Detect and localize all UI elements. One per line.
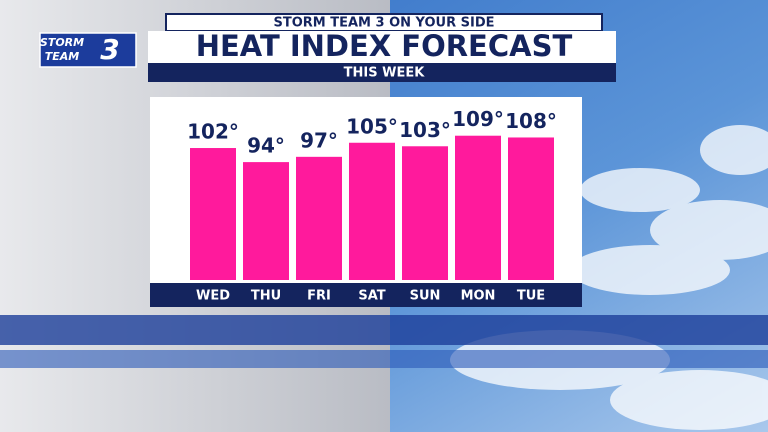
x-tick-label: WED (196, 289, 230, 304)
x-tick-label: SAT (358, 289, 385, 304)
logo-number: 3 (100, 33, 119, 66)
value-label: 94° (247, 134, 285, 158)
x-tick-label: FRI (307, 289, 331, 304)
value-label: 109° (452, 107, 504, 131)
bar (349, 142, 395, 280)
logo-text: STORM (40, 36, 84, 49)
value-label: 97° (300, 128, 338, 152)
lower-band (0, 350, 768, 368)
lower-band (0, 315, 768, 345)
x-tick-label: MON (461, 289, 496, 304)
bar (455, 135, 501, 280)
logo-text: TEAM (45, 50, 80, 63)
logo-box (39, 32, 137, 68)
banner: STORM TEAM 3 ON YOUR SIDE (273, 16, 494, 31)
x-tick-label: SUN (410, 289, 441, 304)
subtitle-box (148, 63, 616, 82)
chart-title: HEAT INDEX FORECAST (196, 29, 573, 63)
category-strip (150, 283, 582, 307)
x-tick-label: THU (251, 289, 281, 304)
value-label: 105° (346, 114, 398, 138)
value-label: 108° (505, 109, 557, 133)
bar (296, 156, 342, 280)
bar (402, 146, 448, 280)
x-tick-label: TUE (517, 289, 545, 304)
value-label: 103° (399, 118, 451, 142)
chart-subtitle: THIS WEEK (344, 66, 426, 81)
bar (243, 162, 289, 280)
bar (190, 148, 236, 280)
bar (508, 137, 554, 280)
value-label: 102° (187, 120, 239, 144)
title-box (148, 31, 616, 63)
